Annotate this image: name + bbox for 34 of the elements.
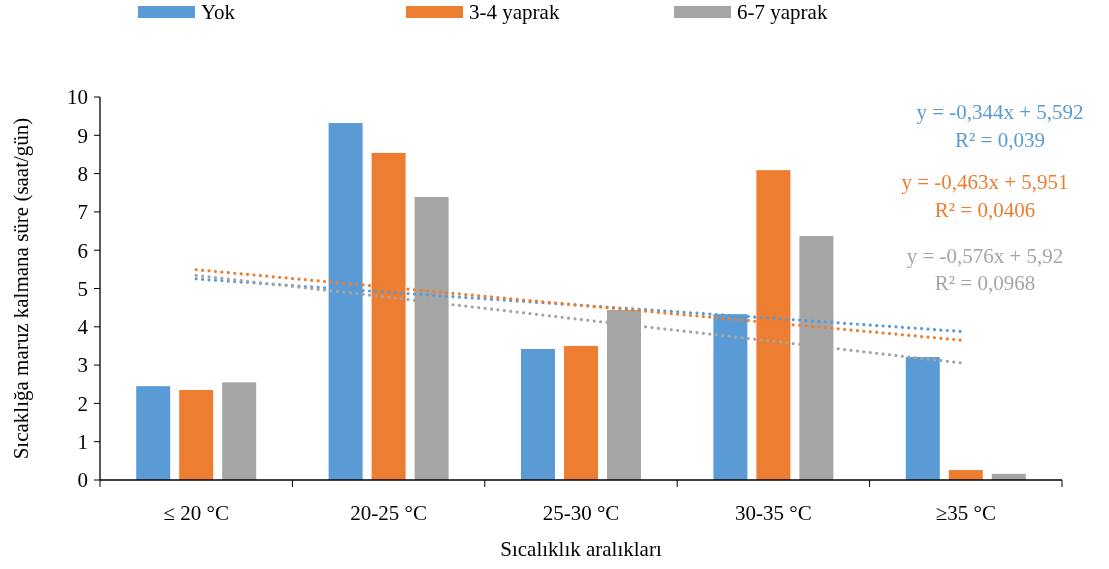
bar [905, 357, 940, 480]
y-tick-label: 7 [77, 200, 88, 225]
y-tick-label: 8 [77, 161, 88, 186]
annotation: R² = 0,0406 [934, 198, 1036, 223]
bar [948, 470, 983, 480]
y-tick-label: 5 [77, 276, 88, 301]
y-tick-label: 10 [67, 85, 88, 110]
bar [222, 382, 257, 480]
x-tick-label: 25-30 °C [542, 501, 620, 525]
y-tick-label: 6 [77, 238, 88, 263]
legend-label: 3-4 yaprak [469, 0, 560, 25]
annotation: R² = 0,0968 [934, 271, 1036, 296]
annotation: y = -0,463x + 5,951 [901, 170, 1069, 195]
annotation: R² = 0,039 [955, 128, 1045, 153]
y-axis-title: Sıcaklığa maruz kalmana süre (saat/gün) [9, 117, 33, 460]
x-tick-label: ≥35 °C [935, 501, 996, 525]
annotation: y = -0,576x + 5,92 [906, 244, 1064, 269]
x-tick-label: 20-25 °C [350, 501, 427, 525]
x-axis-title: Sıcalıklık aralıkları [500, 537, 662, 561]
bar [564, 345, 598, 480]
legend-label: 6-7 yaprak [737, 0, 828, 25]
y-tick-label: 2 [77, 391, 88, 416]
bar [179, 390, 214, 480]
bar [521, 349, 555, 480]
y-tick-label: 1 [77, 430, 88, 455]
bar [136, 386, 171, 480]
legend-label: Yok [201, 0, 236, 25]
y-tick-label: 3 [77, 353, 88, 378]
annotation: y = -0,344x + 5,592 [916, 100, 1084, 125]
x-tick-label: 30-35 °C [735, 501, 812, 525]
y-tick-label: 9 [77, 123, 88, 148]
y-tick-label: 0 [77, 468, 88, 493]
x-tick-label: ≤ 20 °C [163, 501, 229, 525]
y-tick-label: 4 [77, 315, 89, 340]
